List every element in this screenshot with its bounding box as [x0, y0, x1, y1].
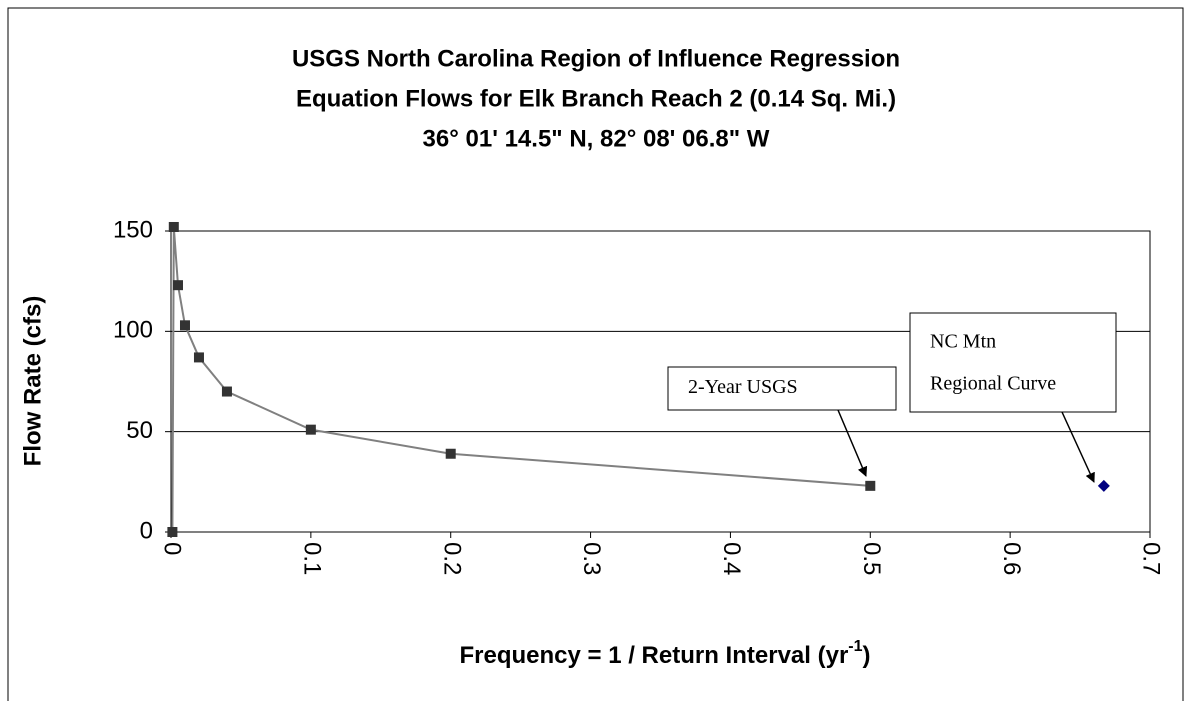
- y-tick-label: 50: [126, 417, 153, 444]
- y-axis-label: Flow Rate (cfs): [19, 296, 46, 467]
- x-tick-label: 0.6: [998, 542, 1025, 575]
- chart-title: USGS North Carolina Region of Influence …: [292, 45, 900, 72]
- marker: [179, 320, 190, 331]
- x-axis-label-end: ): [863, 642, 871, 669]
- chart-title: 36° 01' 14.5" N, 82° 08' 06.8" W: [423, 125, 770, 152]
- marker: [168, 221, 179, 232]
- marker: [305, 424, 316, 435]
- marker: [445, 448, 456, 459]
- marker: [172, 280, 183, 291]
- x-axis-label: Frequency = 1 / Return Interval (yr-1): [459, 638, 870, 669]
- annotation-box: [667, 366, 897, 411]
- chart-title: Equation Flows for Elk Branch Reach 2 (0…: [296, 85, 896, 112]
- y-tick-label: 150: [113, 216, 153, 243]
- x-tick-label: 0.3: [578, 542, 605, 575]
- annotation-box: [909, 312, 1117, 413]
- x-tick-label: 0: [159, 542, 186, 555]
- marker: [221, 386, 232, 397]
- x-tick-label: 0.5: [858, 542, 885, 575]
- chart-border: [7, 7, 1184, 701]
- x-axis-label-sup: -1: [848, 638, 862, 655]
- annotation-arrow: [1061, 411, 1095, 483]
- annotation-text: Regional Curve: [930, 373, 1056, 395]
- annotation-text: NC Mtn: [930, 331, 996, 353]
- x-tick-label: 0.7: [1138, 542, 1165, 575]
- marker: [193, 352, 204, 363]
- x-tick-label: 0.1: [299, 542, 326, 575]
- y-tick-label: 100: [113, 317, 153, 344]
- annotation-arrow: [837, 409, 868, 477]
- annotation-text: 2-Year USGS: [688, 376, 798, 398]
- marker: [865, 480, 876, 491]
- x-axis-label-main: Frequency = 1 / Return Interval (yr: [459, 642, 848, 669]
- x-tick-label: 0.4: [718, 542, 745, 575]
- y-tick-label: 0: [140, 517, 153, 544]
- marker: [167, 527, 178, 537]
- x-tick-label: 0.2: [438, 542, 465, 575]
- marker: [1097, 479, 1110, 492]
